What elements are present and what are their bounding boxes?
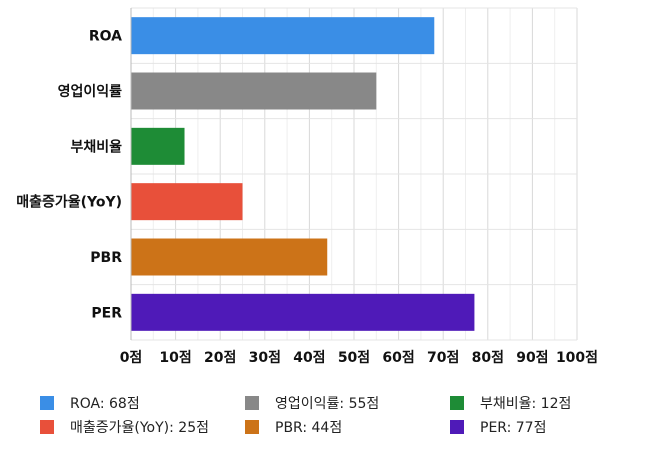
bar-5 [131,293,475,331]
x-tick-label: 60점 [382,349,414,366]
legend-item-roa: ROA: 68점 [40,392,140,414]
legend: ROA: 68점 영업이익률: 55점 부채비율: 12점 매출증가율(YoY)… [40,388,640,444]
bar-2 [131,127,185,165]
x-tick-label: 80점 [472,349,504,366]
x-tick-label: 40점 [293,349,325,366]
x-tick-label: 50점 [338,349,370,366]
legend-label: PBR: 44점 [275,420,343,436]
legend-swatch [450,396,464,410]
bar-4 [131,238,328,276]
legend-label: ROA: 68점 [70,396,140,412]
legend-swatch [40,420,54,434]
legend-label: PER: 77점 [480,420,547,436]
bar-0 [131,17,435,55]
x-tick-label: 20점 [204,349,236,366]
legend-item-operating-margin: 영업이익률: 55점 [245,392,379,414]
legend-swatch [245,396,259,410]
legend-item-per: PER: 77점 [450,416,546,438]
x-tick-label: 0점 [120,349,143,366]
bar-1 [131,72,377,110]
bar-3 [131,183,243,221]
x-tick-label: 100점 [556,349,598,366]
legend-swatch [450,420,464,434]
legend-item-debt-ratio: 부채비율: 12점 [450,392,571,414]
x-tick-label: 70점 [427,349,459,366]
legend-item-sales-growth: 매출증가율(YoY): 25점 [40,416,209,438]
category-label: PER [91,305,122,321]
category-label: 부채비율 [70,138,122,155]
category-label: PBR [90,250,122,266]
x-tick-label: 10점 [159,349,191,366]
legend-label: 영업이익률: 55점 [275,396,380,412]
category-label: ROA [89,29,122,45]
legend-swatch [245,420,259,434]
x-tick-label: 90점 [516,349,548,366]
legend-label: 매출증가율(YoY): 25점 [70,420,209,436]
legend-item-pbr: PBR: 44점 [245,416,342,438]
x-tick-label: 30점 [249,349,281,366]
legend-label: 부채비율: 12점 [480,396,572,412]
category-label: 매출증가율(YoY) [16,194,122,211]
category-label: 영업이익률 [58,83,123,100]
legend-swatch [40,396,54,410]
